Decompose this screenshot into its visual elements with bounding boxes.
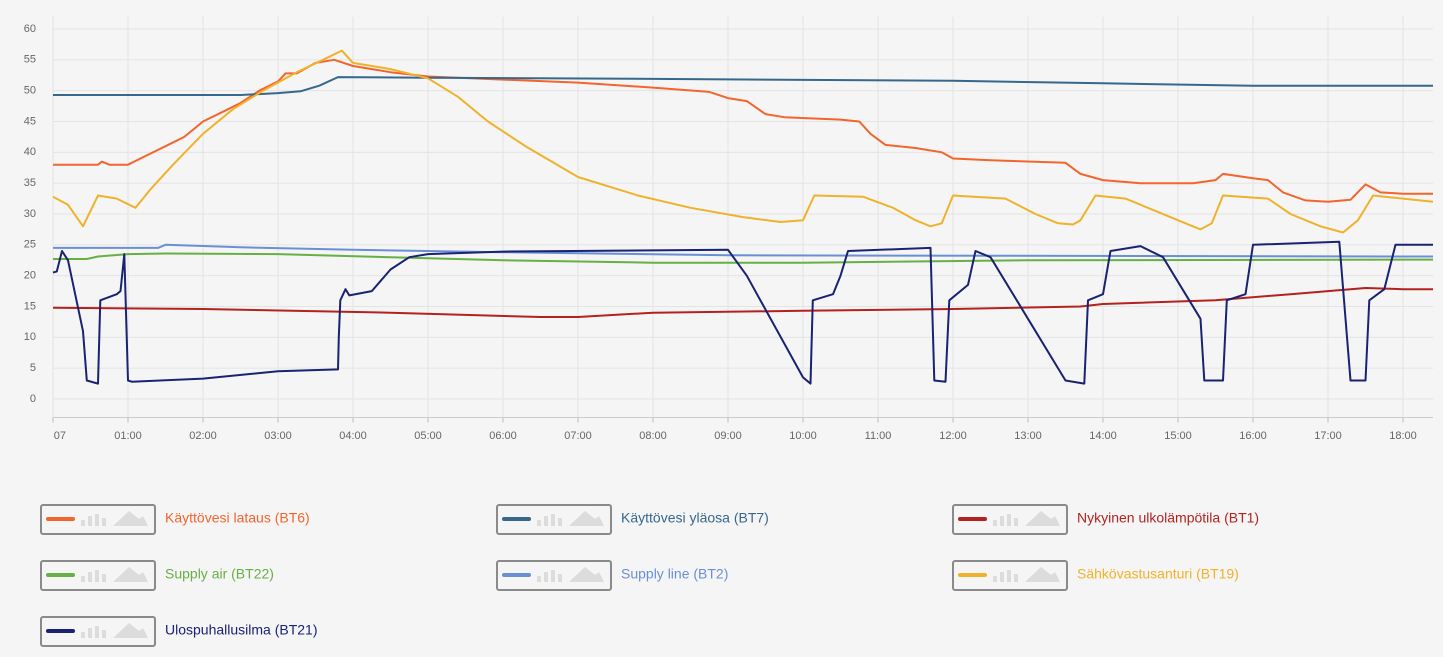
legend-icon-area xyxy=(1025,511,1060,526)
legend-icon-bar xyxy=(95,626,99,638)
legend-label: Nykyinen ulkolämpötila (BT1) xyxy=(1077,510,1259,526)
legend-icon-bar xyxy=(95,570,99,582)
legend-item[interactable]: Sähkövastusanturi (BT19) xyxy=(952,560,1239,591)
y-tick-label: 15 xyxy=(24,300,36,312)
legend-label: Käyttövesi yläosa (BT7) xyxy=(621,510,769,526)
legend-icon-bar xyxy=(88,516,92,526)
legend-item[interactable]: Supply air (BT22) xyxy=(40,560,274,591)
series-line xyxy=(53,252,1434,264)
legend-icon-bar xyxy=(537,576,541,582)
x-tick-label: 02:00 xyxy=(189,430,217,442)
legend-icon-bar xyxy=(558,574,562,582)
legend-label: Ulospuhallusilma (BT21) xyxy=(165,622,318,638)
series-line xyxy=(52,49,1434,234)
legend-icon-bar xyxy=(551,514,555,526)
series-line xyxy=(53,76,1433,96)
y-tick-label: 60 xyxy=(24,23,36,35)
legend-icon-bar xyxy=(1000,516,1004,526)
x-tick-label: 12:00 xyxy=(939,430,967,442)
legend-icon-area xyxy=(113,623,148,638)
x-tick-label: 13:00 xyxy=(1014,430,1042,442)
legend-icon-area xyxy=(113,511,148,526)
legend-icon-bar xyxy=(1014,574,1018,582)
x-tick-label: 11:00 xyxy=(865,430,892,442)
legend-icon-area xyxy=(113,567,148,582)
legend-icon-bar xyxy=(1014,518,1018,526)
y-tick-label: 10 xyxy=(24,331,36,343)
x-tick-label: 16:00 xyxy=(1239,430,1267,442)
y-tick-label: 35 xyxy=(24,177,36,189)
legend-item[interactable]: Käyttövesi lataus (BT6) xyxy=(40,504,310,535)
legend-icon-bar xyxy=(558,518,562,526)
y-tick-label: 20 xyxy=(24,270,36,282)
legend-icon-bar xyxy=(102,574,106,582)
legend-icon-bar xyxy=(993,576,997,582)
x-tick-label: 09:00 xyxy=(714,430,742,442)
x-tick-label: 03:00 xyxy=(264,430,292,442)
x-tick-label: 17:00 xyxy=(1314,430,1342,442)
legend-icon-bar xyxy=(551,570,555,582)
series-line xyxy=(53,243,1434,258)
y-tick-label: 30 xyxy=(24,208,36,220)
series-line xyxy=(53,58,1433,203)
legend-icon-bar xyxy=(544,516,548,526)
x-tick-label: 04:00 xyxy=(339,430,367,442)
y-tick-label: 25 xyxy=(24,239,36,251)
y-tick-label: 0 xyxy=(30,393,36,405)
legend-label: Sähkövastusanturi (BT19) xyxy=(1077,566,1239,582)
x-tick-label: 07 xyxy=(54,430,66,442)
x-tick-label: 01:00 xyxy=(114,430,142,442)
legend-icon-bar xyxy=(1000,572,1004,582)
y-tick-label: 50 xyxy=(24,85,36,97)
legend-icon-bar xyxy=(993,520,997,526)
legend-item[interactable]: Ulospuhallusilma (BT21) xyxy=(40,616,318,647)
series-line xyxy=(52,240,1433,385)
legend-icon-bar xyxy=(544,572,548,582)
legend-item[interactable]: Nykyinen ulkolämpötila (BT1) xyxy=(952,504,1259,535)
legend-icon-bar xyxy=(81,576,85,582)
legend-icon-bar xyxy=(88,572,92,582)
legend-item[interactable]: Supply line (BT2) xyxy=(496,560,728,591)
legend-icon-bar xyxy=(537,520,541,526)
legend-icon-bar xyxy=(102,518,106,526)
legend-icon-bar xyxy=(88,628,92,638)
legend-icon-bar xyxy=(1007,570,1011,582)
x-tick-label: 14:00 xyxy=(1089,430,1117,442)
x-tick-label: 15:00 xyxy=(1164,430,1192,442)
legend-label: Supply air (BT22) xyxy=(165,566,274,582)
legend-icon-bar xyxy=(1007,514,1011,526)
legend-icon-area xyxy=(569,567,604,582)
series-line xyxy=(52,287,1433,318)
legend-icon-bar xyxy=(102,630,106,638)
legend-icon-bar xyxy=(81,520,85,526)
legend-icon-bar xyxy=(81,632,85,638)
legend-item[interactable]: Käyttövesi yläosa (BT7) xyxy=(496,504,769,535)
y-tick-label: 5 xyxy=(30,362,36,374)
x-tick-label: 18:00 xyxy=(1389,430,1417,442)
legend-icon-area xyxy=(569,511,604,526)
x-tick-label: 10:00 xyxy=(789,430,817,442)
legend-icon-area xyxy=(1025,567,1060,582)
x-tick-label: 05:00 xyxy=(414,430,442,442)
legend-label: Supply line (BT2) xyxy=(621,566,728,582)
y-tick-label: 55 xyxy=(24,54,36,66)
x-tick-label: 08:00 xyxy=(639,430,667,442)
x-tick-label: 06:00 xyxy=(489,430,517,442)
y-tick-label: 45 xyxy=(24,115,36,127)
legend-label: Käyttövesi lataus (BT6) xyxy=(165,510,310,526)
y-tick-label: 40 xyxy=(24,146,36,158)
x-tick-label: 07:00 xyxy=(564,430,592,442)
legend-icon-bar xyxy=(95,514,99,526)
